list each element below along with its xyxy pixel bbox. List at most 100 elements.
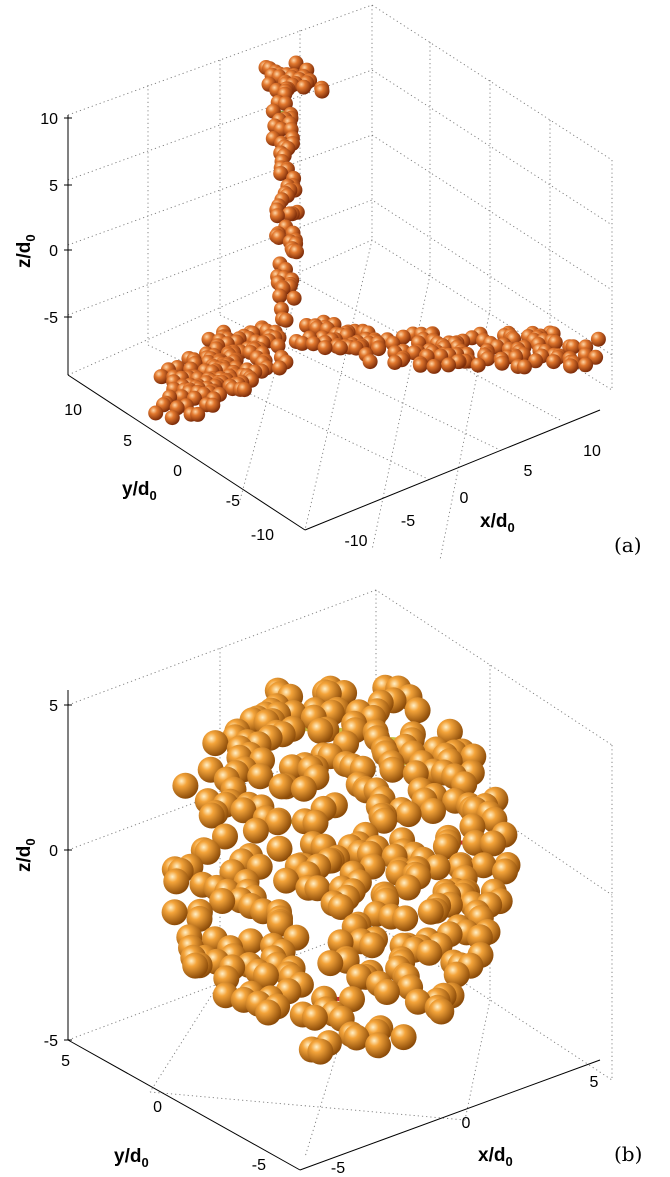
atom-sphere <box>270 338 286 354</box>
y-axis-label: y/d0 <box>122 479 157 503</box>
atom-sphere <box>182 952 209 979</box>
x-axis-label: x/d0 <box>478 1145 513 1169</box>
atom-sphere <box>286 290 302 306</box>
y-tick-label: 5 <box>123 433 132 450</box>
z-tick-label: 0 <box>49 843 58 860</box>
atom-sphere <box>417 898 444 925</box>
atom-sphere <box>379 756 406 783</box>
atom-sphere <box>161 899 188 926</box>
atom-sphere <box>332 340 348 356</box>
panel-b: 5 0 -5 5 0 -5 -5 0 5 z/d0 y/d0 x/d0 (b) <box>0 580 670 1177</box>
panel-b-plot: 5 0 -5 5 0 -5 -5 0 5 z/d0 y/d0 x/d0 <box>14 589 613 1177</box>
x-tick-label: -5 <box>401 513 415 530</box>
z-tick-label: 10 <box>40 111 58 128</box>
atom-sphere <box>272 360 287 376</box>
atom-sphere <box>404 697 431 724</box>
atom-sphere <box>416 939 443 966</box>
y-axis-label: y/d0 <box>114 1146 149 1170</box>
x-tick-label: -5 <box>331 1160 345 1177</box>
atom-sphere <box>563 358 579 374</box>
atom-sphere <box>516 359 532 375</box>
atom-sphere <box>273 166 289 181</box>
y-tick-label: 5 <box>61 1053 70 1070</box>
atom-sphere <box>172 772 199 799</box>
atom-sphere <box>546 354 562 370</box>
panel-b-axes <box>64 690 601 1171</box>
panel-b-molecule <box>161 674 521 1065</box>
atom-sphere <box>317 950 344 977</box>
z-axis-label: z/d0 <box>14 234 38 268</box>
z-tick-label: 5 <box>49 178 58 195</box>
atom-sphere <box>327 894 354 920</box>
atom-sphere <box>289 244 304 260</box>
atom-sphere <box>590 331 606 347</box>
atom-sphere <box>255 999 282 1026</box>
atom-sphere <box>371 807 398 834</box>
atom-sphere <box>205 397 221 413</box>
x-tick-label: 10 <box>583 443 601 460</box>
x-tick-label: 0 <box>460 490 469 507</box>
atom-sphere <box>565 339 581 355</box>
atom-sphere <box>395 801 422 828</box>
atom-sphere <box>578 357 594 373</box>
atom-sphere <box>470 852 497 879</box>
atom-sphere <box>269 208 285 224</box>
y-tick-label: 0 <box>153 1099 162 1116</box>
atom-sphere <box>266 835 293 862</box>
y-tick-label: 0 <box>173 463 182 480</box>
atom-sphere <box>420 798 446 824</box>
atom-sphere <box>392 905 419 932</box>
atom-sphere <box>253 962 279 989</box>
z-tick-label: -5 <box>44 1033 58 1050</box>
x-tick-label: 5 <box>590 1074 599 1091</box>
panel-label-a: (a) <box>614 533 642 557</box>
atom-sphere <box>301 1004 328 1031</box>
atom-sphere <box>470 357 486 373</box>
atom-sphere <box>268 773 295 800</box>
z-tick-label: 0 <box>49 243 58 260</box>
atom-sphere <box>343 1024 370 1051</box>
atom-sphere <box>371 341 387 357</box>
atom-sphere <box>307 717 334 744</box>
atom-sphere <box>365 1032 392 1059</box>
atom-sphere <box>242 817 269 844</box>
atom-sphere <box>480 830 507 857</box>
atom-sphere <box>294 335 310 351</box>
atom-sphere <box>404 988 431 1015</box>
atom-sphere <box>494 355 510 371</box>
atom-sphere <box>281 206 297 222</box>
panel-a: 10 5 0 -5 10 5 0 -5 -10 -10 -5 0 5 10 z/… <box>0 0 670 580</box>
atom-sphere <box>273 867 300 894</box>
atom-sphere <box>264 809 291 836</box>
atom-sphere <box>305 336 321 352</box>
atom-sphere <box>237 928 264 955</box>
atom-sphere <box>198 802 225 829</box>
atom-sphere <box>317 340 333 356</box>
atom-sphere <box>443 961 470 988</box>
atom-sphere <box>528 353 544 369</box>
atom-sphere <box>339 986 365 1013</box>
atom-sphere <box>290 775 317 802</box>
atom-sphere <box>190 406 206 422</box>
atom-sphere <box>288 55 304 71</box>
y-tick-label: -10 <box>251 527 274 544</box>
atom-sphere <box>346 964 373 990</box>
atom-sphere <box>373 979 400 1005</box>
atom-sphere <box>432 833 459 860</box>
atom-sphere <box>362 354 378 370</box>
panel-a-axes <box>64 115 601 531</box>
x-tick-label: 0 <box>462 1115 471 1132</box>
atom-sphere <box>441 357 456 373</box>
panel-a-gridlines <box>67 4 613 561</box>
atom-sphere <box>212 823 238 850</box>
atom-sphere <box>153 369 169 385</box>
atom-sphere <box>272 288 288 304</box>
atom-sphere <box>307 1038 334 1065</box>
x-tick-label: 5 <box>524 463 533 480</box>
atom-sphere <box>424 854 451 881</box>
panel-a-plot: 10 5 0 -5 10 5 0 -5 -10 -10 -5 0 5 10 z/… <box>14 4 613 561</box>
atom-sphere <box>209 888 236 914</box>
atom-sphere <box>278 312 294 328</box>
svg-text:z/d0: z/d0 <box>14 838 38 872</box>
panel-a-molecule <box>148 55 606 426</box>
